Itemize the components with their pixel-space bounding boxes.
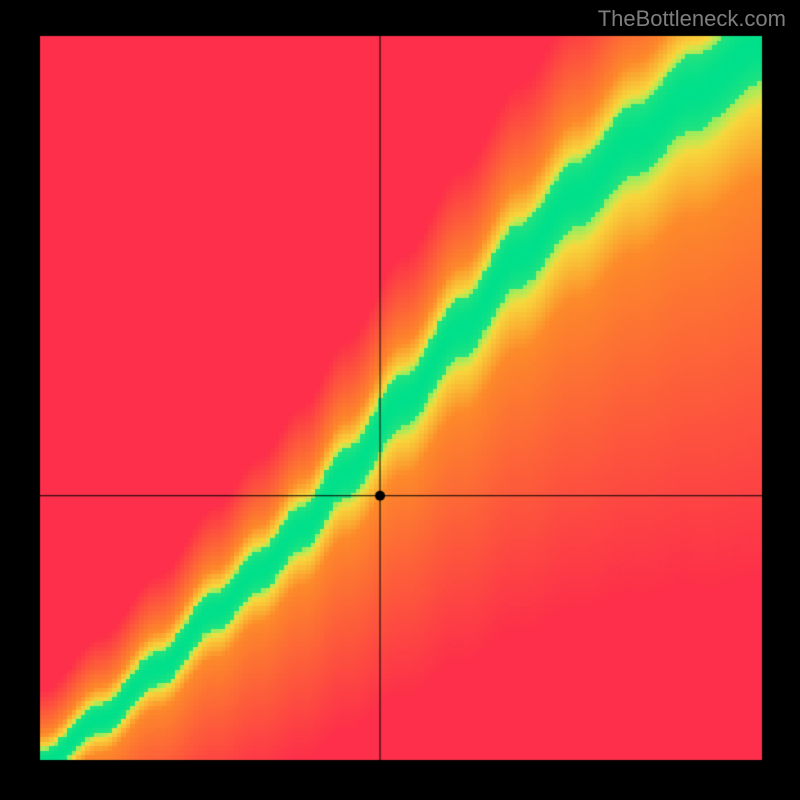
chart-container: TheBottleneck.com [0, 0, 800, 800]
bottleneck-heatmap [0, 0, 800, 800]
watermark-text: TheBottleneck.com [598, 6, 786, 32]
